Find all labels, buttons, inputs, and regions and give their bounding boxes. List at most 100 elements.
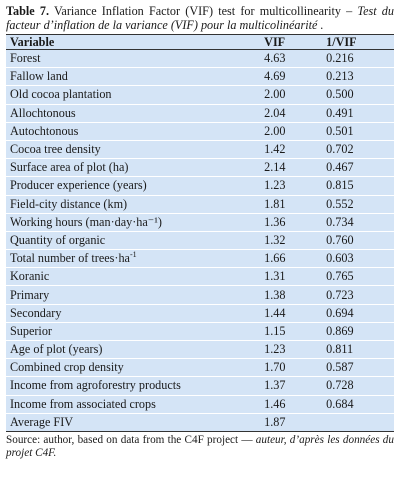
cell-inverse-vif: 0.603 — [322, 249, 394, 269]
cell-inverse-vif: 0.684 — [322, 395, 394, 414]
cell-inverse-vif: 0.467 — [322, 158, 394, 178]
header-inverse-vif: 1/VIF — [322, 34, 394, 50]
cell-inverse-vif: 0.702 — [322, 140, 394, 160]
table-row: Primary 1.38 0.723 — [6, 285, 394, 305]
cell-vif: 4.69 — [260, 67, 323, 87]
cell-variable: Income from associated crops — [6, 395, 261, 414]
cell-variable: Primary — [6, 285, 261, 305]
cell-vif: 2.14 — [260, 158, 323, 178]
table-row: Working hours (man·day·ha⁻¹) 1.36 0.734 — [6, 213, 394, 232]
cell-variable: Producer experience (years) — [6, 176, 261, 196]
cell-vif: 1.44 — [260, 304, 323, 323]
cell-inverse-vif — [322, 413, 394, 432]
cell-vif: 1.15 — [260, 322, 323, 342]
table-row: Field-city distance (km) 1.81 0.552 — [6, 195, 394, 214]
header-row: Variable VIF 1/VIF — [6, 34, 394, 50]
source-text-fr: auteur, d’après les données du projet C4… — [6, 433, 394, 459]
cell-inverse-vif: 0.734 — [322, 213, 394, 232]
vif-table: Variable VIF 1/VIF Forest 4.63 0.216 Fallow… — [6, 34, 394, 432]
cell-variable: Allochtonous — [6, 104, 261, 123]
variable-name: Total number of trees·ha — [10, 251, 130, 266]
cell-vif: 1.36 — [260, 213, 323, 232]
table-row: Forest 4.63 0.216 — [6, 49, 394, 69]
cell-variable: Koranic — [6, 267, 261, 287]
cell-vif: 1.46 — [260, 395, 323, 414]
variable-name: Primary — [10, 287, 50, 302]
cell-inverse-vif: 0.216 — [322, 49, 394, 69]
table-row: Total number of trees·ha-1 1.66 0.603 — [6, 249, 394, 269]
table-row: Age of plot (years) 1.23 0.811 — [6, 340, 394, 360]
table-label: Table 7. — [6, 4, 50, 18]
source-note: Source: author, based on data from the C… — [6, 434, 394, 460]
table-row: Producer experience (years) 1.23 0.815 — [6, 176, 394, 196]
cell-vif: 1.23 — [260, 340, 323, 360]
cell-inverse-vif: 0.552 — [322, 195, 394, 214]
cell-inverse-vif: 0.587 — [322, 358, 394, 378]
variable-name: Koranic — [10, 269, 50, 284]
cell-variable: Secondary — [6, 304, 261, 323]
cell-vif: 1.87 — [260, 413, 323, 432]
cell-inverse-vif: 0.765 — [322, 267, 394, 287]
cell-inverse-vif: 0.815 — [322, 176, 394, 196]
table-row: Allochtonous 2.04 0.491 — [6, 104, 394, 123]
cell-variable: Field-city distance (km) — [6, 195, 261, 214]
variable-name: Autochtonous — [10, 123, 79, 138]
table-row: Autochtonous 2.00 0.501 — [6, 122, 394, 141]
cell-vif: 2.04 — [260, 104, 323, 123]
cell-variable: Age of plot (years) — [6, 340, 261, 360]
cell-vif: 1.81 — [260, 195, 323, 214]
cell-vif: 1.31 — [260, 267, 323, 287]
cell-vif: 1.23 — [260, 176, 323, 196]
cell-variable: Combined crop density — [6, 358, 261, 378]
table-row: Koranic 1.31 0.765 — [6, 267, 394, 287]
cell-vif: 1.66 — [260, 249, 323, 269]
header-vif: VIF — [260, 34, 323, 50]
variable-name: Secondary — [10, 305, 62, 320]
variable-name: Field-city distance (km) — [10, 196, 128, 211]
table-row: Surface area of plot (ha) 2.14 0.467 — [6, 158, 394, 178]
variable-name: Superior — [10, 323, 52, 338]
variable-name: Fallow land — [10, 69, 68, 84]
cell-vif: 4.63 — [260, 49, 323, 69]
variable-name: Cocoa tree density — [10, 142, 101, 157]
variable-name: Income from agroforestry products — [10, 378, 181, 393]
header-variable: Variable — [6, 34, 261, 50]
table-row: Combined crop density 1.70 0.587 — [6, 358, 394, 378]
table-row: Quantity of organic 1.32 0.760 — [6, 231, 394, 251]
variable-name: Old cocoa plantation — [10, 87, 112, 102]
variable-name: Surface area of plot (ha) — [10, 160, 129, 175]
cell-variable: Superior — [6, 322, 261, 342]
variable-name: Forest — [10, 51, 41, 66]
variable-name: Age of plot (years) — [10, 342, 103, 357]
cell-variable: Autochtonous — [6, 122, 261, 141]
cell-variable: Working hours (man·day·ha⁻¹) — [6, 213, 261, 232]
table-row: Secondary 1.44 0.694 — [6, 304, 394, 323]
table-title-fr: Test du facteur d’inflation de la varian… — [6, 4, 394, 32]
variable-name: Income from associated crops — [10, 396, 156, 411]
variable-name: Producer experience (years) — [10, 178, 147, 193]
cell-inverse-vif: 0.213 — [322, 67, 394, 87]
table-caption: Table 7. Variance Inflation Factor (VIF)… — [6, 4, 394, 32]
cell-variable: Income from agroforestry products — [6, 376, 261, 396]
variable-superscript: -1 — [129, 250, 137, 260]
table-row: Income from agroforestry products 1.37 0.7… — [6, 376, 394, 396]
cell-vif: 1.38 — [260, 285, 323, 305]
cell-inverse-vif: 0.760 — [322, 231, 394, 251]
cell-vif: 2.00 — [260, 85, 323, 105]
cell-variable: Quantity of organic — [6, 231, 261, 251]
cell-inverse-vif: 0.491 — [322, 104, 394, 123]
cell-vif: 1.42 — [260, 140, 323, 160]
cell-inverse-vif: 0.723 — [322, 285, 394, 305]
table-row: Superior 1.15 0.869 — [6, 322, 394, 342]
cell-inverse-vif: 0.500 — [322, 85, 394, 105]
table-row: Old cocoa plantation 2.00 0.500 — [6, 85, 394, 105]
table-body: Forest 4.63 0.216 Fallow land 4.69 0.213 Old c… — [6, 49, 394, 432]
variable-name: Average FIV — [10, 414, 74, 429]
cell-inverse-vif: 0.728 — [322, 376, 394, 396]
table-row: Fallow land 4.69 0.213 — [6, 67, 394, 87]
cell-inverse-vif: 0.501 — [322, 122, 394, 141]
table-title-en: Variance Inflation Factor (VIF) test for… — [49, 4, 353, 18]
table-row: Average FIV 1.87 — [6, 413, 394, 432]
cell-inverse-vif: 0.811 — [322, 340, 394, 360]
